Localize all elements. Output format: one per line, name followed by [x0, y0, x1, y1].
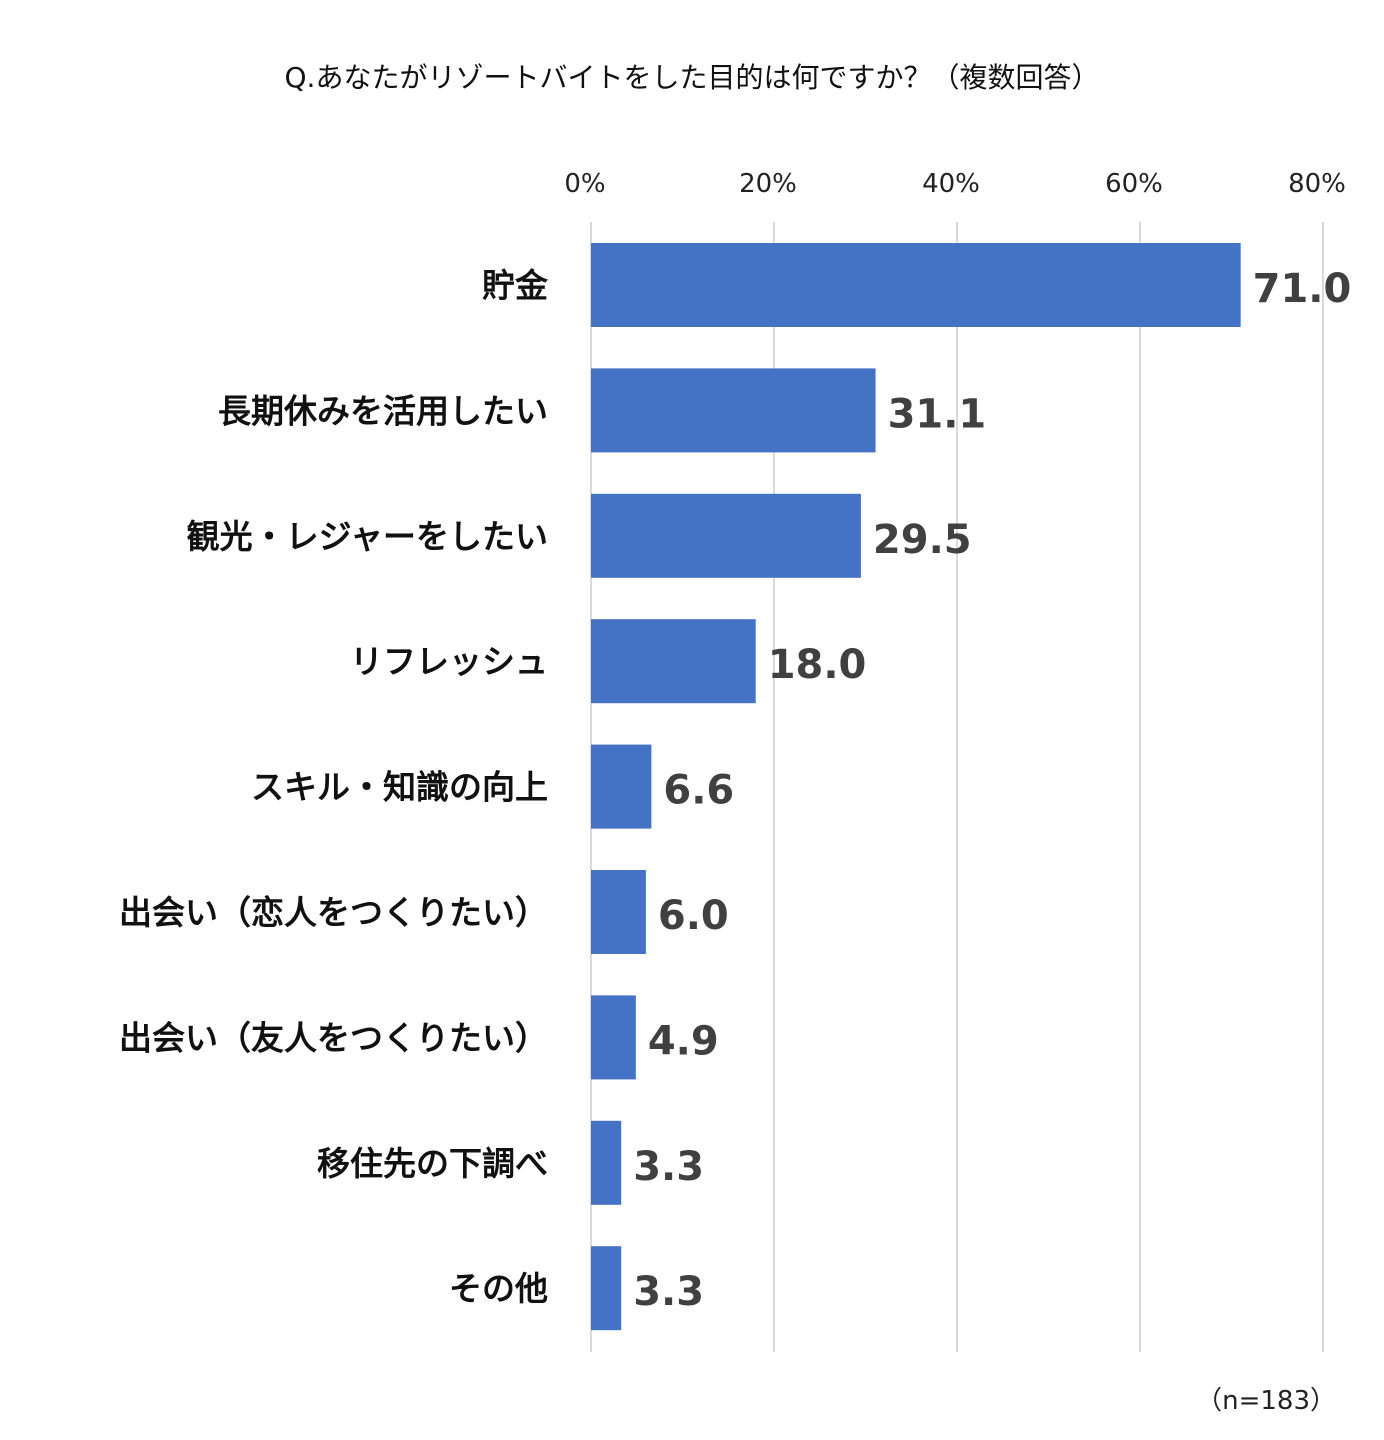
category-label-1: 貯金 [482, 266, 549, 305]
x-tick-label-0: 0% [564, 169, 605, 199]
category-label-8: 移住先の下調べ [317, 1144, 548, 1183]
bar-8 [591, 1120, 622, 1205]
bar-7 [591, 995, 636, 1080]
x-axis-tick-labels: 0% 20% 40% 60% 80% [564, 169, 1346, 199]
bars [591, 243, 1241, 1331]
bar-5 [591, 744, 652, 829]
value-label-5: 6.6 [663, 768, 734, 814]
bar-3 [591, 493, 861, 578]
value-label-6: 6.0 [658, 893, 729, 939]
bar-9 [591, 1246, 622, 1331]
x-tick-label-40: 40% [922, 169, 980, 199]
bar-2 [591, 368, 876, 453]
x-tick-label-80: 80% [1288, 169, 1346, 199]
value-label-8: 3.3 [633, 1144, 704, 1190]
value-label-3: 29.5 [873, 517, 972, 563]
bar-4 [591, 619, 756, 704]
sample-size-note: （n=183） [1196, 1386, 1336, 1416]
value-label-7: 4.9 [648, 1018, 719, 1064]
category-label-9: その他 [449, 1269, 548, 1308]
bar-1 [591, 243, 1241, 327]
category-label-3: 観光・レジャーをしたい [187, 517, 548, 556]
value-label-4: 18.0 [768, 642, 867, 688]
category-label-7: 出会い（友人をつくりたい） [119, 1018, 548, 1057]
category-label-5: スキル・知識の向上 [251, 768, 548, 807]
category-label-6: 出会い（恋人をつくりたい） [119, 893, 548, 932]
value-labels: 71.0 31.1 29.5 18.0 6.6 6.0 4.9 3.3 3.3 [633, 266, 1351, 1315]
x-tick-label-20: 20% [739, 169, 797, 199]
value-label-1: 71.0 [1253, 266, 1352, 312]
category-label-2: 長期休みを活用したい [218, 391, 548, 430]
bar-6 [591, 870, 646, 954]
x-tick-label-60: 60% [1105, 169, 1163, 199]
value-label-9: 3.3 [633, 1269, 704, 1315]
value-label-2: 31.1 [888, 391, 987, 437]
category-label-4: リフレッシュ [350, 642, 548, 681]
chart-title: Q.あなたがリゾートバイトをした目的は何ですか？（複数回答） [284, 61, 1100, 94]
category-labels: 貯金長期休みを活用したい観光・レジャーをしたいリフレッシュスキル・知識の向上出会… [119, 266, 549, 1308]
